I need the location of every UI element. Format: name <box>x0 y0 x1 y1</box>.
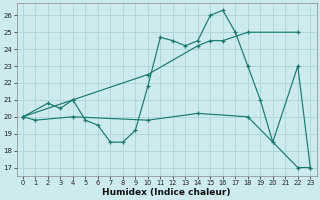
X-axis label: Humidex (Indice chaleur): Humidex (Indice chaleur) <box>102 188 231 197</box>
